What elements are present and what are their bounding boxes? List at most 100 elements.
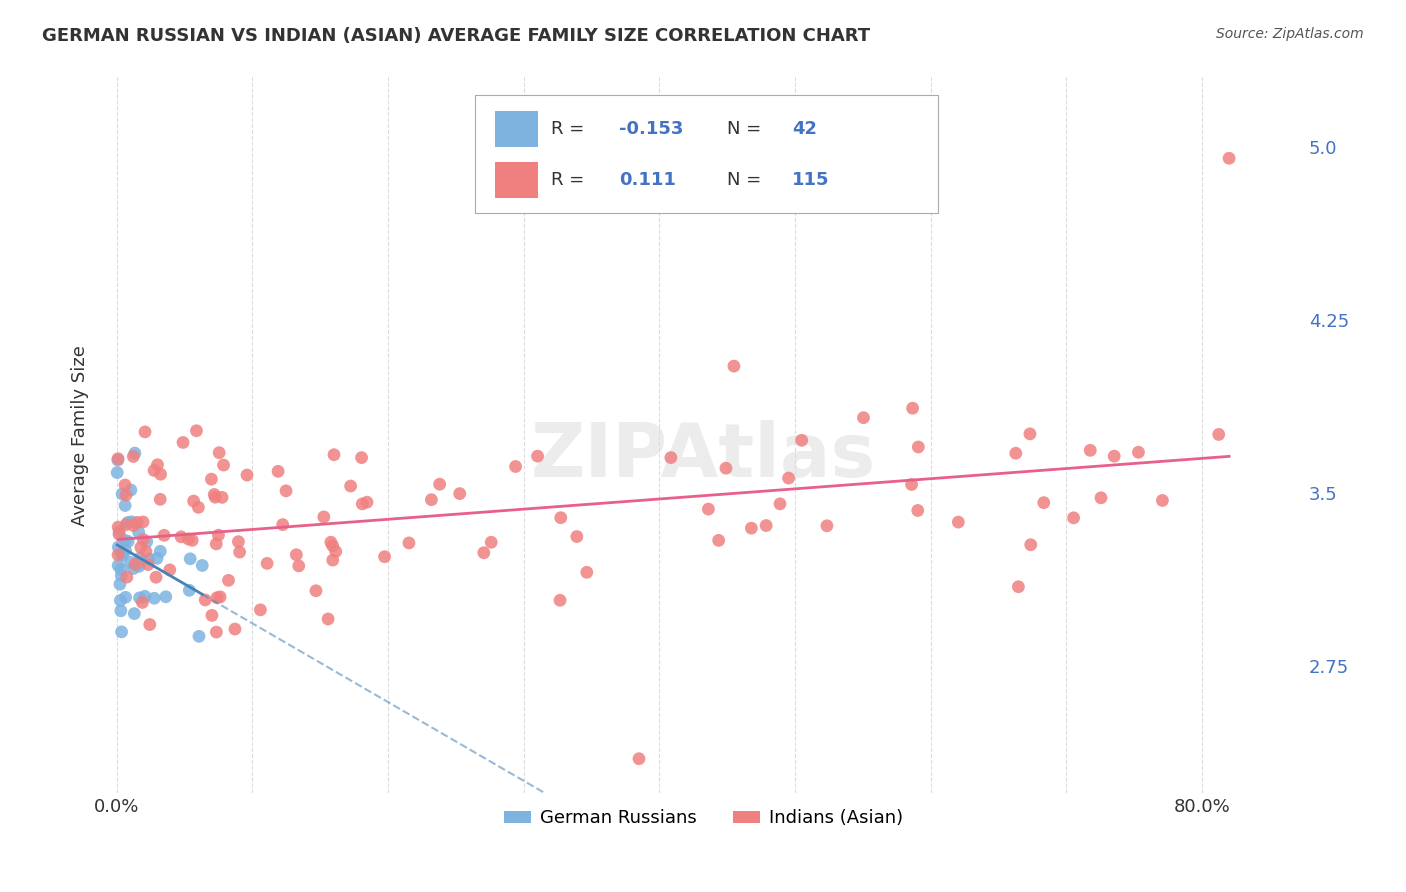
Point bbox=[153, 528, 176, 542]
Legend: German Russians, Indians (Asian): German Russians, Indians (Asian) bbox=[496, 802, 910, 834]
Text: ZIPAtlas: ZIPAtlas bbox=[531, 420, 876, 493]
Text: 0.111: 0.111 bbox=[619, 171, 675, 189]
Text: Source: ZipAtlas.com: Source: ZipAtlas.com bbox=[1216, 27, 1364, 41]
Text: N =: N = bbox=[727, 120, 766, 138]
Point bbox=[122, 450, 145, 464]
Text: N =: N = bbox=[727, 171, 766, 189]
Point bbox=[122, 561, 145, 575]
Point bbox=[124, 607, 146, 621]
Point bbox=[107, 451, 129, 466]
Point bbox=[212, 458, 235, 472]
Point bbox=[128, 591, 150, 605]
Point bbox=[204, 490, 226, 504]
Point bbox=[325, 544, 347, 558]
Point bbox=[136, 558, 159, 572]
Point bbox=[948, 515, 970, 529]
Point bbox=[815, 518, 838, 533]
Text: -0.153: -0.153 bbox=[619, 120, 683, 138]
Point bbox=[134, 589, 156, 603]
Point bbox=[1218, 151, 1240, 165]
Point bbox=[107, 548, 129, 562]
Text: R =: R = bbox=[551, 171, 591, 189]
Point bbox=[177, 532, 200, 546]
Point bbox=[211, 491, 233, 505]
Point bbox=[146, 458, 169, 472]
Point bbox=[110, 624, 132, 639]
Point bbox=[114, 591, 136, 605]
Point bbox=[207, 528, 229, 542]
Point bbox=[132, 515, 155, 529]
Point bbox=[505, 459, 527, 474]
Point bbox=[128, 551, 150, 566]
Point bbox=[135, 544, 157, 558]
Point bbox=[131, 595, 153, 609]
Point bbox=[114, 499, 136, 513]
Point bbox=[186, 424, 208, 438]
Point bbox=[146, 551, 169, 566]
Point bbox=[114, 533, 136, 548]
Point bbox=[120, 483, 142, 497]
Point bbox=[565, 529, 588, 543]
Point bbox=[778, 471, 800, 485]
Point bbox=[271, 517, 294, 532]
Point bbox=[287, 558, 309, 573]
Point bbox=[117, 534, 139, 549]
Point bbox=[205, 625, 228, 640]
Point bbox=[339, 479, 361, 493]
Point bbox=[183, 494, 205, 508]
Point bbox=[420, 492, 443, 507]
Point bbox=[472, 546, 495, 560]
Point bbox=[134, 425, 156, 439]
Point bbox=[122, 518, 145, 533]
Point bbox=[128, 557, 150, 571]
Point bbox=[181, 533, 204, 548]
Point bbox=[352, 497, 374, 511]
Point bbox=[236, 468, 259, 483]
Point bbox=[901, 401, 924, 416]
Point bbox=[1004, 446, 1026, 460]
Point bbox=[143, 463, 166, 477]
Point bbox=[449, 486, 471, 500]
Point bbox=[108, 524, 131, 539]
Point bbox=[707, 533, 730, 548]
Point bbox=[110, 593, 132, 607]
Point bbox=[205, 537, 228, 551]
Point bbox=[205, 591, 228, 605]
Point bbox=[191, 558, 214, 573]
Point bbox=[907, 503, 929, 517]
Point bbox=[526, 449, 548, 463]
Text: 42: 42 bbox=[792, 120, 817, 138]
Point bbox=[1152, 493, 1174, 508]
Point bbox=[121, 515, 143, 529]
Point bbox=[107, 540, 129, 554]
Point bbox=[323, 448, 346, 462]
Point bbox=[322, 539, 344, 553]
Point bbox=[127, 516, 149, 530]
Point bbox=[398, 536, 420, 550]
Point bbox=[755, 518, 778, 533]
Point bbox=[188, 629, 211, 643]
Point bbox=[170, 530, 193, 544]
Point bbox=[124, 558, 146, 572]
Bar bbox=[495, 162, 537, 198]
Point bbox=[107, 453, 129, 467]
Point bbox=[115, 570, 138, 584]
Point bbox=[267, 464, 290, 478]
Point bbox=[115, 488, 138, 502]
Point bbox=[1063, 511, 1085, 525]
Text: GERMAN RUSSIAN VS INDIAN (ASIAN) AVERAGE FAMILY SIZE CORRELATION CHART: GERMAN RUSSIAN VS INDIAN (ASIAN) AVERAGE… bbox=[42, 27, 870, 45]
Point bbox=[149, 467, 172, 482]
Point bbox=[115, 517, 138, 532]
Point bbox=[1007, 580, 1029, 594]
Point bbox=[697, 502, 720, 516]
Point bbox=[124, 446, 146, 460]
Point bbox=[769, 497, 792, 511]
Point bbox=[135, 534, 157, 549]
Point bbox=[149, 492, 172, 507]
Point bbox=[659, 450, 682, 465]
Point bbox=[108, 577, 131, 591]
Point bbox=[723, 359, 745, 373]
Point bbox=[316, 612, 339, 626]
Point bbox=[108, 527, 131, 541]
Point bbox=[111, 549, 134, 563]
